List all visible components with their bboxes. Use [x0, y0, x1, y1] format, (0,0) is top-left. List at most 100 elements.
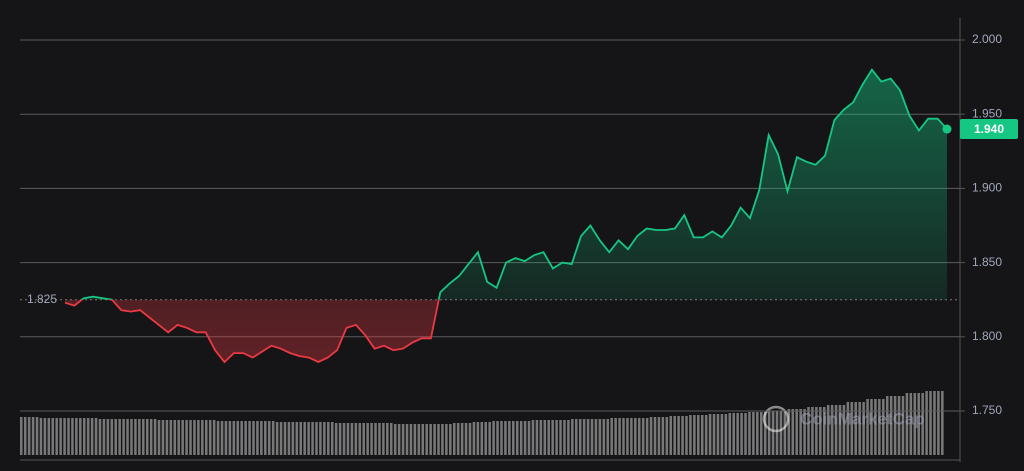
volume-bar [445, 424, 448, 455]
volume-bar [51, 418, 55, 455]
volume-bar [519, 421, 523, 455]
volume-bar [602, 419, 606, 455]
volume-bar [330, 422, 334, 455]
volume-bar [547, 420, 550, 455]
volume-bar [460, 423, 464, 455]
volume-bar [811, 407, 814, 455]
volume-bar [697, 415, 700, 455]
volume-bar [555, 420, 558, 455]
volume-bar [874, 399, 877, 455]
volume-bar [441, 424, 444, 455]
volume-bar [578, 419, 582, 455]
volume-bar [653, 417, 657, 455]
volume-bar [834, 405, 838, 455]
volume-bar [165, 420, 169, 455]
volume-bar [315, 422, 318, 455]
volume-bar [346, 423, 350, 455]
volume-bar [421, 424, 425, 455]
volume-bar [464, 423, 468, 455]
volume-bar [145, 419, 149, 455]
volume-bar [409, 424, 413, 455]
volume-bar [689, 415, 692, 455]
volume-bar [405, 424, 409, 455]
volume-bar [858, 402, 861, 455]
volume-bar [622, 418, 625, 455]
volume-bar [937, 391, 940, 455]
volume-bar [673, 416, 676, 455]
volume-bar [20, 417, 23, 455]
volume-bar [157, 420, 161, 455]
watermark: CoinMarketCap [800, 409, 925, 428]
volume-bar [728, 413, 732, 455]
volume-bar [535, 420, 539, 455]
y-tick-label: 1.950 [972, 106, 1002, 120]
volume-bar [637, 418, 641, 455]
volume-bar [358, 423, 362, 455]
volume-bar [504, 421, 507, 455]
volume-bar [118, 419, 121, 455]
volume-bar [260, 421, 263, 455]
volume-bar [740, 413, 743, 455]
volume-bar [193, 420, 196, 455]
volume-bar [712, 414, 716, 455]
volume-bar [240, 421, 243, 455]
volume-bar [267, 421, 271, 455]
area-up [65, 69, 947, 300]
volume-bar [224, 421, 228, 455]
volume-bar [484, 422, 488, 455]
volume-bar [79, 418, 82, 455]
volume-bar [551, 420, 554, 455]
volume-bar [512, 421, 515, 455]
volume-bar [382, 423, 385, 455]
volume-bar [492, 421, 495, 455]
volume-bar [413, 424, 417, 455]
volume-bar [775, 411, 779, 455]
volume-bar [177, 420, 180, 455]
volume-bar [142, 419, 145, 455]
volume-bar [303, 422, 306, 455]
volume-bar [559, 420, 562, 455]
volume-bar [425, 424, 428, 455]
volume-bar [185, 420, 188, 455]
volume-bar [736, 413, 739, 455]
volume-bar [567, 420, 570, 455]
volume-bar [760, 412, 763, 455]
volume-bar [732, 413, 735, 455]
volume-bar [55, 418, 58, 455]
volume-bar [390, 423, 393, 455]
volume-bar [783, 411, 787, 455]
volume-bar [791, 409, 795, 455]
volume-bar [700, 415, 704, 455]
volume-bar [515, 421, 519, 455]
volume-bar [893, 396, 897, 455]
volume-bar [417, 424, 421, 455]
volume-bar [264, 421, 267, 455]
volume-bar [704, 415, 708, 455]
volume-bar [917, 393, 920, 455]
baseline-label: 1.825 [27, 292, 57, 306]
volume-bar [626, 418, 629, 455]
volume-bar [386, 423, 389, 455]
volume-bar [350, 423, 354, 455]
volume-bar [228, 421, 232, 455]
volume-bar [283, 422, 287, 455]
volume-bar [216, 421, 220, 455]
volume-bar [299, 422, 303, 455]
volume-bar [374, 423, 377, 455]
volume-bar [606, 419, 610, 455]
volume-bar [370, 423, 373, 455]
y-tick-label: 1.800 [972, 329, 1002, 343]
volume-bar [149, 419, 153, 455]
volume-bar [921, 393, 924, 455]
volume-bar [649, 417, 653, 455]
volume-bar [480, 422, 484, 455]
volume-bar [86, 418, 90, 455]
volume-bar [885, 396, 889, 455]
volume-bar [862, 402, 865, 455]
volume-bar [795, 409, 798, 455]
volume-bar [449, 424, 452, 455]
volume-bar [618, 418, 621, 455]
volume-bar [929, 391, 932, 455]
volume-bar [311, 422, 314, 455]
volume-bar [842, 405, 846, 455]
